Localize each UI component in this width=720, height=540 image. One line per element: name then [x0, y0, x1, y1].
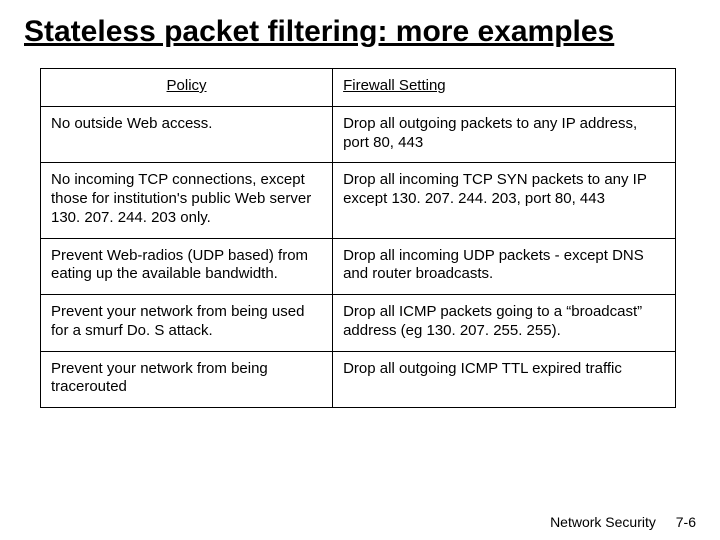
policy-cell: Prevent Web-radios (UDP based) from eati…	[41, 238, 333, 295]
policy-cell: Prevent your network from being used for…	[41, 295, 333, 352]
setting-cell: Drop all incoming UDP packets - except D…	[333, 238, 676, 295]
table-row: Prevent your network from being used for…	[41, 295, 676, 352]
col-header-setting: Firewall Setting	[333, 69, 676, 107]
policy-cell: No outside Web access.	[41, 106, 333, 163]
table-row: Prevent Web-radios (UDP based) from eati…	[41, 238, 676, 295]
slide-title: Stateless packet filtering: more example…	[24, 14, 696, 50]
setting-cell: Drop all outgoing ICMP TTL expired traff…	[333, 351, 676, 408]
table-row: Prevent your network from being tracerou…	[41, 351, 676, 408]
table-row: No outside Web access. Drop all outgoing…	[41, 106, 676, 163]
col-header-policy: Policy	[41, 69, 333, 107]
policy-cell: Prevent your network from being tracerou…	[41, 351, 333, 408]
footer-label: Network Security	[550, 514, 656, 530]
setting-cell: Drop all incoming TCP SYN packets to any…	[333, 163, 676, 238]
table-header-row: Policy Firewall Setting	[41, 69, 676, 107]
setting-cell: Drop all outgoing packets to any IP addr…	[333, 106, 676, 163]
policy-table: Policy Firewall Setting No outside Web a…	[40, 68, 676, 408]
footer-page: 7-6	[676, 514, 696, 530]
policy-cell: No incoming TCP connections, except thos…	[41, 163, 333, 238]
table-row: No incoming TCP connections, except thos…	[41, 163, 676, 238]
setting-cell: Drop all ICMP packets going to a “broadc…	[333, 295, 676, 352]
slide-footer: Network Security 7-6	[550, 514, 696, 530]
